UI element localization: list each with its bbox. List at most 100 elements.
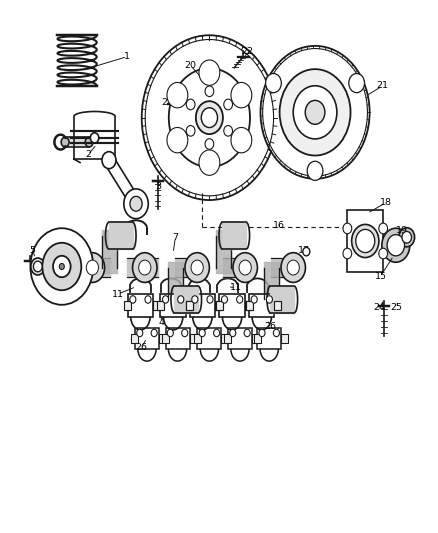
Circle shape [273, 329, 279, 337]
Circle shape [251, 296, 257, 303]
Circle shape [214, 329, 219, 337]
Circle shape [343, 223, 352, 234]
Circle shape [352, 224, 379, 257]
Circle shape [199, 329, 205, 337]
Circle shape [205, 139, 214, 149]
Circle shape [85, 138, 93, 147]
Polygon shape [190, 294, 215, 317]
Bar [216, 301, 223, 310]
Text: 7: 7 [172, 233, 178, 242]
Text: 23: 23 [162, 98, 173, 107]
Text: 16: 16 [273, 221, 285, 230]
Circle shape [281, 253, 305, 282]
Circle shape [259, 329, 265, 337]
Polygon shape [257, 328, 281, 349]
Bar [254, 334, 261, 343]
Circle shape [199, 150, 220, 175]
Circle shape [307, 161, 323, 180]
Polygon shape [105, 156, 140, 208]
Text: 22: 22 [241, 47, 253, 55]
Bar [281, 334, 288, 343]
Circle shape [207, 296, 213, 303]
Circle shape [231, 83, 252, 108]
Bar [65, 138, 89, 147]
Circle shape [196, 101, 223, 134]
Circle shape [186, 99, 195, 110]
Circle shape [224, 125, 233, 136]
Circle shape [178, 296, 184, 303]
Polygon shape [249, 294, 275, 317]
Text: 11: 11 [230, 283, 242, 292]
Circle shape [224, 99, 233, 110]
Circle shape [102, 152, 116, 168]
Circle shape [137, 329, 143, 337]
Bar [124, 301, 131, 310]
Circle shape [185, 253, 209, 282]
Circle shape [142, 35, 277, 200]
Circle shape [231, 127, 252, 153]
Bar [186, 301, 193, 310]
Text: 19: 19 [396, 226, 408, 235]
Bar [186, 301, 193, 310]
Circle shape [151, 329, 157, 337]
Circle shape [261, 46, 370, 179]
Circle shape [30, 228, 93, 305]
Circle shape [86, 260, 99, 275]
Text: 26: 26 [265, 321, 276, 330]
Bar [221, 334, 228, 343]
Text: 15: 15 [374, 272, 387, 280]
Circle shape [222, 296, 228, 303]
Circle shape [399, 228, 415, 247]
Circle shape [191, 260, 203, 275]
Polygon shape [228, 328, 252, 349]
Text: 26: 26 [135, 343, 147, 352]
Circle shape [59, 263, 64, 270]
Circle shape [205, 86, 214, 96]
Bar [245, 301, 252, 310]
Text: 4: 4 [115, 231, 121, 240]
Circle shape [287, 260, 299, 275]
Circle shape [130, 296, 136, 303]
Circle shape [186, 125, 195, 136]
Text: 1: 1 [124, 52, 131, 61]
Circle shape [169, 68, 250, 167]
Text: 18: 18 [380, 198, 392, 207]
Text: 5: 5 [30, 246, 35, 255]
Circle shape [139, 260, 151, 275]
Circle shape [379, 248, 388, 259]
Polygon shape [166, 328, 190, 349]
Circle shape [265, 74, 281, 93]
Text: 25: 25 [390, 303, 402, 312]
Polygon shape [160, 294, 186, 317]
Circle shape [303, 247, 310, 256]
Text: 17: 17 [298, 246, 310, 255]
Circle shape [266, 296, 272, 303]
Text: 20: 20 [185, 61, 197, 70]
Circle shape [124, 189, 148, 219]
Circle shape [31, 258, 45, 275]
Text: 11: 11 [112, 289, 124, 298]
Circle shape [237, 296, 243, 303]
Circle shape [201, 108, 218, 127]
Circle shape [53, 256, 71, 277]
Bar [190, 334, 197, 343]
Bar [153, 301, 160, 310]
Text: 4: 4 [159, 318, 164, 327]
Circle shape [233, 253, 258, 282]
Bar [252, 334, 259, 343]
Circle shape [293, 86, 337, 139]
Polygon shape [128, 294, 153, 317]
Circle shape [244, 329, 250, 337]
Bar [246, 301, 253, 310]
Circle shape [343, 248, 352, 259]
Circle shape [90, 133, 99, 143]
Circle shape [42, 243, 81, 290]
Circle shape [379, 223, 388, 234]
Bar [159, 334, 166, 343]
Circle shape [167, 329, 173, 337]
Circle shape [192, 296, 198, 303]
Circle shape [349, 74, 364, 93]
Circle shape [167, 127, 188, 153]
Polygon shape [347, 209, 383, 272]
Circle shape [230, 329, 236, 337]
